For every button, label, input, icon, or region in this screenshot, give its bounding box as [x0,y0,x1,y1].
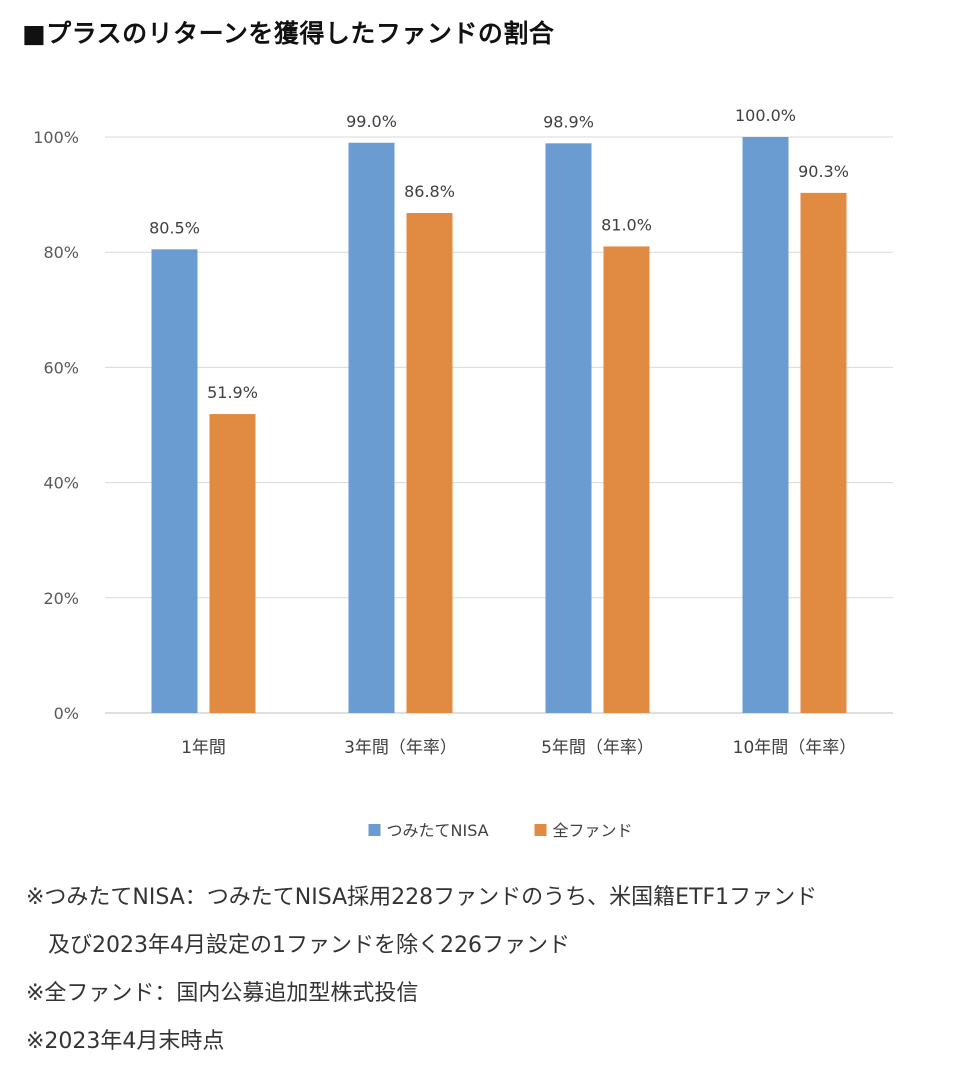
data-label: 90.3% [798,162,849,181]
y-tick-label: 40% [43,474,79,493]
data-label: 99.0% [346,112,397,131]
bar [209,414,256,713]
x-tick-label: 5年間（年率） [541,738,654,758]
data-label: 86.8% [404,182,455,201]
data-label: 98.9% [543,112,594,131]
legend-label: つみたてNISA [387,821,489,840]
bar [151,249,198,713]
data-label: 100.0% [735,106,796,125]
bar [406,213,453,714]
bar [742,137,789,713]
bar [603,246,650,713]
y-tick-label: 60% [43,358,79,377]
footnotes: ※つみたてNISA：つみたてNISA採用228ファンドのうち、米国籍ETF1ファ… [26,874,817,1066]
chart-title: ■プラスのリターンを獲得したファンドの割合 [22,19,555,48]
data-label: 80.5% [149,218,200,237]
bar [348,142,395,713]
footnote-nisa: ※つみたてNISA：つみたてNISA採用228ファンドのうち、米国籍ETF1ファ… [26,885,818,910]
bar [545,143,592,713]
x-tick-label: 3年間（年率） [344,738,457,758]
y-tick-label: 20% [43,589,79,608]
legend-swatch [368,824,381,836]
footnote-nisa-continued: 及び2023年4月設定の1ファンドを除く226ファンド [48,933,570,958]
data-label: 81.0% [601,215,652,234]
footnote-as-of-date: ※2023年4月末時点 [26,1029,225,1054]
y-tick-label: 80% [43,243,79,262]
footnote-all-funds: ※全ファンド：国内公募追加型株式投信 [26,981,419,1006]
bar [800,192,847,713]
x-tick-label: 1年間 [181,738,226,758]
data-label: 51.9% [207,383,258,402]
x-tick-label: 10年間（年率） [733,738,857,758]
y-tick-label: 100% [33,128,79,147]
bar-chart: 0% 20% 40% 60% 80% 100% 80.5% 51.9% 1年間 99.0% 86.8… [33,106,893,840]
legend-swatch [534,824,547,836]
y-tick-label: 0% [54,704,79,723]
legend-label: 全ファンド [553,821,633,840]
